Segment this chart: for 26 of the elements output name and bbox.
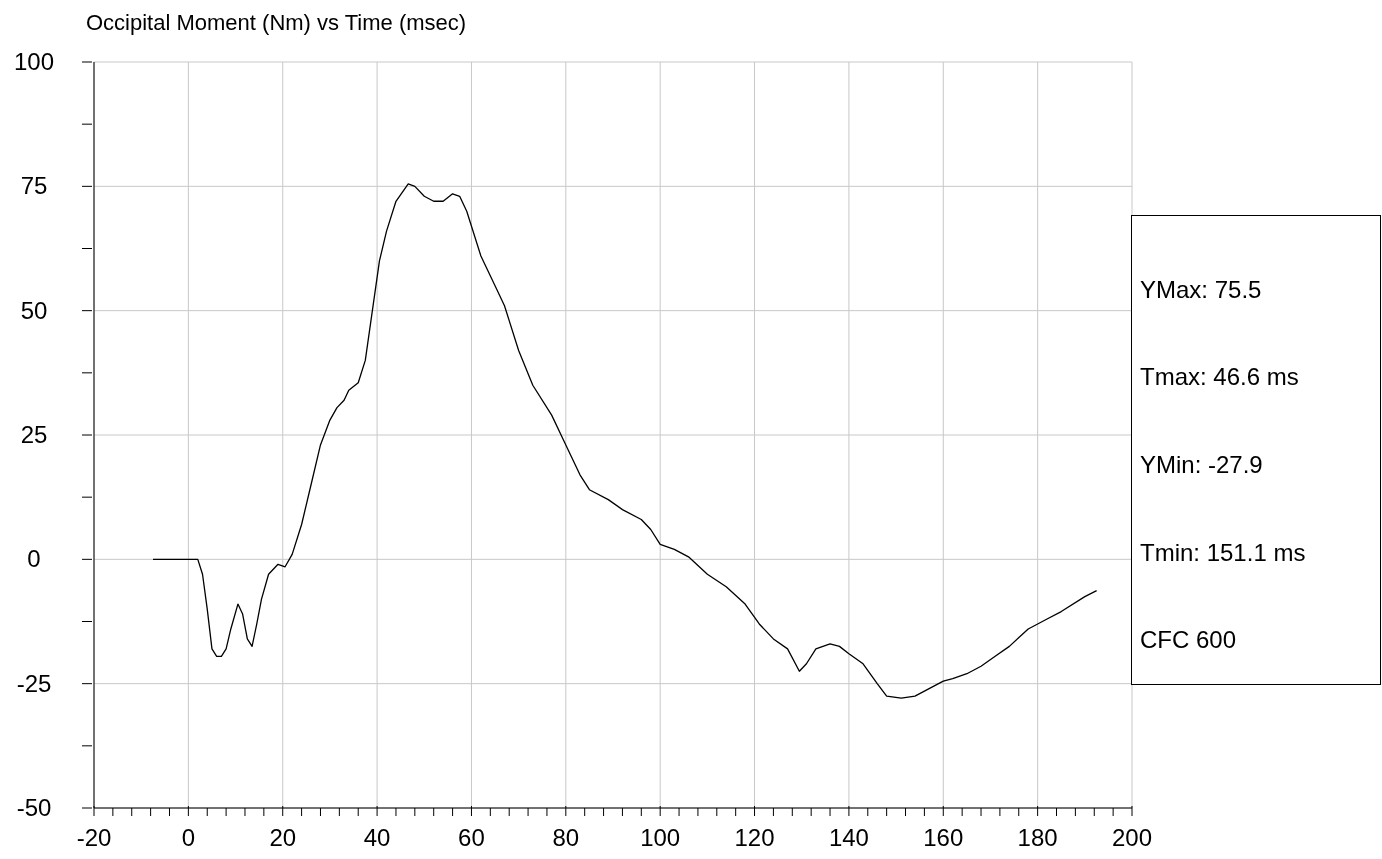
y-tick-label: -25	[16, 669, 52, 697]
y-tick-label: 25	[20, 421, 48, 448]
text: Tmax: 46.6 ms	[1140, 363, 1300, 392]
x-tick-label: 200	[1111, 824, 1153, 851]
text: YMax: 75.5	[1140, 275, 1263, 304]
x-tick-label: -20	[76, 824, 112, 851]
y-tick-label: 100	[13, 48, 55, 75]
x-tick-label: 0	[181, 824, 196, 851]
y-tick-label: 50	[20, 296, 48, 324]
x-tick-label: 20	[269, 824, 297, 851]
x-tick-label: 160	[923, 824, 964, 851]
y-tick-label: -50	[16, 794, 52, 821]
text: CFC 600	[1140, 626, 1238, 655]
x-tick-label: 180	[1017, 824, 1058, 851]
y-tick-label: 0	[27, 545, 41, 573]
x-tick-label: 80	[552, 824, 580, 851]
text: Tmin: 151.1 ms	[1140, 538, 1307, 567]
line-series	[152, 183, 1098, 699]
x-tick-label: 60	[458, 824, 485, 851]
x-tick-label: 100	[640, 824, 681, 851]
chart-title: Occipital Moment (Nm) vs Time (msec)	[86, 10, 467, 36]
x-tick-label: 40	[363, 824, 391, 851]
text: YMin: -27.9	[1140, 450, 1264, 479]
y-tick-label: 75	[20, 172, 48, 200]
x-tick-label: 120	[734, 824, 775, 851]
x-tick-label: 140	[828, 824, 869, 851]
